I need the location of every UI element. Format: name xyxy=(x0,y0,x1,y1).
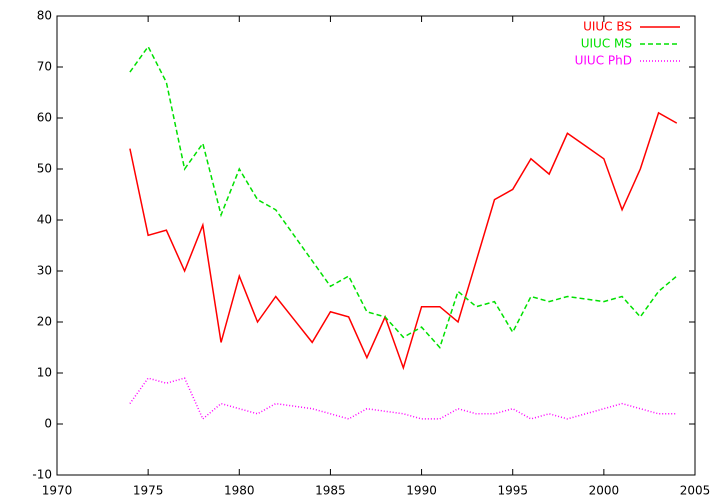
x-tick-label: 1990 xyxy=(406,484,437,498)
x-tick-label: 1970 xyxy=(42,484,73,498)
series-line xyxy=(129,377,677,421)
legend-label: UIUC PhD xyxy=(575,54,632,68)
plot-border xyxy=(56,15,696,476)
y-tick-label: 10 xyxy=(37,366,52,380)
y-tick-label: 30 xyxy=(37,264,52,278)
x-tick-label: 1980 xyxy=(224,484,255,498)
y-tick-label: 70 xyxy=(37,60,52,74)
y-tick-label: -10 xyxy=(32,468,52,482)
y-tick-label: 40 xyxy=(37,213,52,227)
x-tick-label: 1985 xyxy=(315,484,346,498)
legend-label: UIUC MS xyxy=(581,37,632,51)
y-tick-label: 60 xyxy=(37,111,52,125)
y-tick-label: 0 xyxy=(44,417,52,431)
series-line xyxy=(129,45,678,349)
x-tick-label: 2005 xyxy=(680,484,711,498)
y-tick-label: 20 xyxy=(37,315,52,329)
y-tick-label: 50 xyxy=(37,162,52,176)
legend-label: UIUC BS xyxy=(583,20,632,34)
x-tick-label: 1995 xyxy=(497,484,528,498)
x-tick-label: 1975 xyxy=(133,484,164,498)
y-tick-label: 80 xyxy=(37,9,52,23)
x-tick-label: 2000 xyxy=(589,484,620,498)
series-line xyxy=(129,111,678,371)
